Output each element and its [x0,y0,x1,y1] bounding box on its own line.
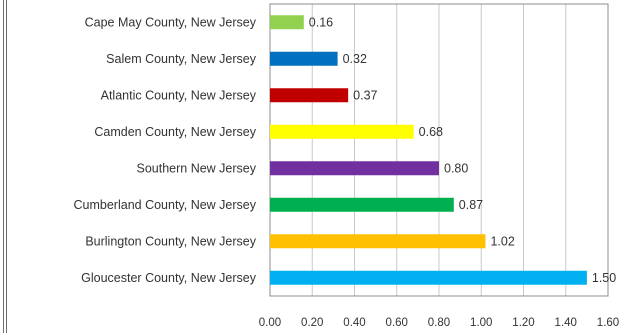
category-label: Salem County, New Jersey [106,52,257,66]
x-tick-label: 1.00 [470,317,492,329]
category-label: Camden County, New Jersey [94,125,256,139]
data-label: 0.37 [353,88,377,102]
data-label: 0.80 [444,161,468,175]
category-labels: Cape May County, New Jersey Salem County,… [74,15,257,285]
data-label: 0.16 [309,15,333,29]
x-tick-label: 0.80 [428,317,450,329]
x-tick-label: 0.40 [343,317,365,329]
bar [270,234,485,248]
data-label: 1.02 [490,234,514,248]
data-label: 0.87 [459,198,483,212]
bar [270,198,454,212]
x-tick-label: 0.20 [301,317,323,329]
bar [270,271,587,285]
bar [270,15,304,29]
bar [270,52,338,66]
x-axis-tick-labels: 0.00 0.20 0.40 0.60 0.80 1.00 1.20 1.40 1.60 [259,317,619,329]
category-label: Cape May County, New Jersey [85,15,257,29]
category-label: Southern New Jersey [136,161,256,175]
category-label: Burlington County, New Jersey [85,234,256,248]
x-tick-label: 1.40 [555,317,577,329]
x-tick-label: 0.00 [259,317,281,329]
gridlines [270,4,608,296]
data-label: 0.68 [419,125,443,139]
bars [270,15,587,285]
bar [270,88,348,102]
category-label: Atlantic County, New Jersey [101,88,257,102]
bar [270,161,439,175]
category-label: Cumberland County, New Jersey [74,198,257,212]
data-label: 0.32 [343,52,367,66]
data-label: 1.50 [592,271,616,285]
category-label: Gloucester County, New Jersey [81,271,257,285]
x-tick-label: 1.20 [512,317,534,329]
x-tick-label: 0.60 [386,317,408,329]
bar [270,125,414,139]
x-tick-label: 1.60 [597,317,619,329]
